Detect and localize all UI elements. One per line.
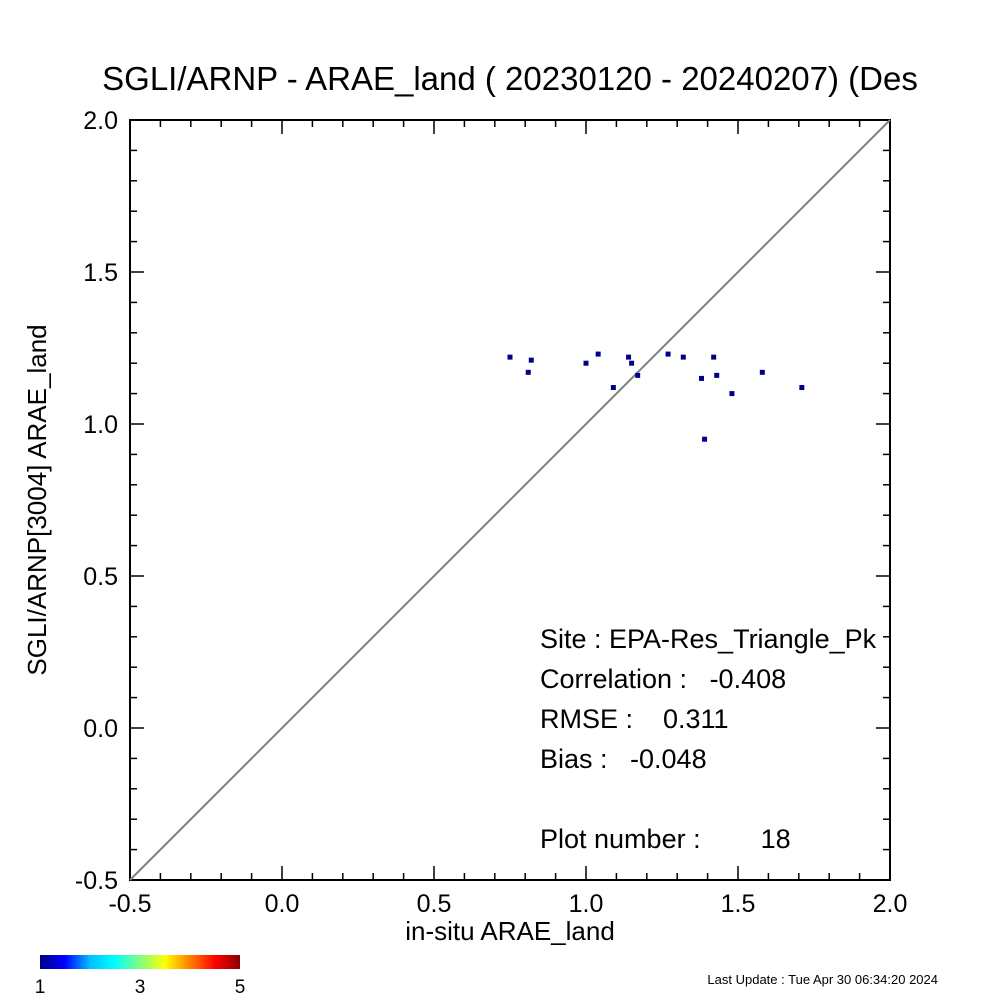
- data-point: [595, 351, 601, 357]
- colorbar-tick-label: 3: [135, 977, 146, 998]
- data-point: [528, 357, 534, 363]
- colorbar-tick-label: 1: [35, 977, 46, 998]
- data-point: [507, 354, 513, 360]
- data-point: [626, 354, 632, 360]
- stats-plot-number: Plot number : 18: [540, 824, 791, 854]
- y-tick-label: 2.0: [83, 107, 118, 135]
- data-point: [729, 391, 735, 397]
- x-tick-label: 1.5: [721, 890, 756, 918]
- x-tick-label: 0.5: [417, 890, 452, 918]
- plot-frame: [129, 119, 891, 881]
- data-point: [702, 436, 708, 442]
- stats-block: Site : EPA-Res_Triangle_Pk Correlation :…: [540, 624, 877, 854]
- data-point: [629, 360, 635, 366]
- data-point: [714, 372, 720, 378]
- colorbar-labels: 1 3 5: [35, 977, 246, 998]
- stats-site: Site : EPA-Res_Triangle_Pk: [540, 624, 877, 654]
- colorbar: [40, 955, 240, 969]
- stats-bias: Bias : -0.048: [540, 744, 707, 774]
- x-axis-label: in-situ ARAE_land: [405, 916, 615, 946]
- stats-rmse: RMSE : 0.311: [540, 704, 729, 734]
- x-tick-label: -0.5: [108, 890, 151, 918]
- data-point: [583, 360, 589, 366]
- axes-group: -0.5 0.0 0.5 1.0 1.5 2.0 -0.5 0.0 0.5 1.0 1.5 2.0: [75, 107, 907, 918]
- colorbar-tick-label: 5: [235, 977, 246, 998]
- one-to-one-line: [129, 119, 891, 881]
- data-point: [680, 354, 686, 360]
- data-point: [525, 369, 531, 375]
- data-point: [759, 369, 765, 375]
- data-point: [699, 375, 705, 381]
- y-tick-label: 1.5: [83, 259, 118, 287]
- data-point: [799, 385, 805, 391]
- y-tick-label: 1.0: [83, 411, 118, 439]
- x-tick-label: 1.0: [569, 890, 604, 918]
- last-update-text: Last Update : Tue Apr 30 06:34:20 2024: [707, 972, 938, 987]
- data-point: [665, 351, 671, 357]
- data-point: [635, 372, 641, 378]
- x-tick-label: 0.0: [265, 890, 300, 918]
- y-axis-label: SGLI/ARNP[3004] ARAE_land: [22, 324, 52, 675]
- y-tick-label: -0.5: [75, 867, 118, 895]
- reference-line-group: [129, 119, 891, 881]
- chart-title: SGLI/ARNP - ARAE_land ( 20230120 - 20240…: [102, 60, 918, 97]
- y-tick-label: 0.0: [83, 715, 118, 743]
- stats-correlation: Correlation : -0.408: [540, 664, 786, 694]
- points-group: [507, 351, 805, 442]
- y-tick-label: 0.5: [83, 563, 118, 591]
- x-tick-label: 2.0: [873, 890, 908, 918]
- data-point: [610, 385, 616, 391]
- data-point: [711, 354, 717, 360]
